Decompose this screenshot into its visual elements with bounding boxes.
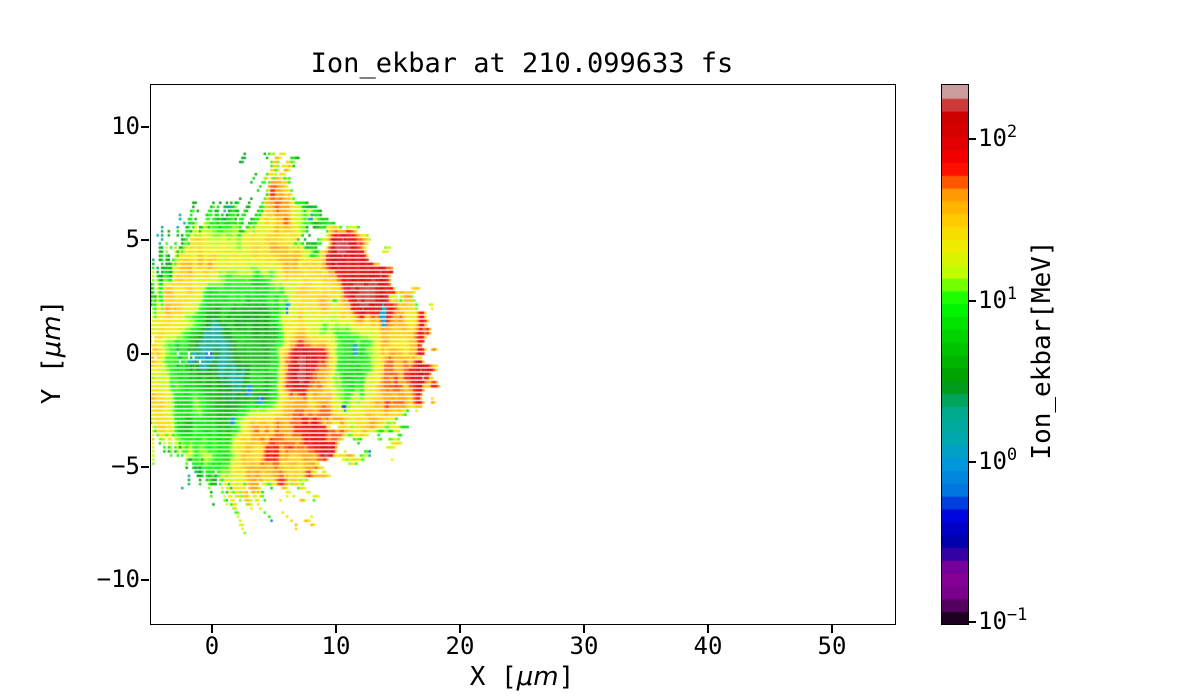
heatmap-canvas: [151, 85, 895, 624]
y-tick-mark: [140, 126, 149, 129]
y-axis-label-unit: μm: [37, 315, 67, 358]
x-tick-mark: [583, 624, 585, 633]
x-tick-label: 40: [693, 632, 723, 660]
x-tick-mark: [211, 624, 213, 633]
x-tick-mark: [335, 624, 337, 633]
colorbar-tick-label: 100: [978, 445, 1017, 475]
colorbar-tick-base: 10: [978, 124, 1007, 152]
colorbar-tick-exp: 0: [1006, 445, 1018, 466]
colorbar-canvas: [942, 85, 968, 624]
x-tick-label: 0: [204, 632, 220, 660]
colorbar-tick-label: 102: [978, 122, 1017, 152]
x-tick-label: 30: [569, 632, 599, 660]
colorbar-tick-base: 10: [978, 285, 1007, 314]
x-axis-label-unit: μm: [516, 662, 559, 692]
colorbar-label: Ion_ekbar[MeV]: [1027, 240, 1057, 460]
y-axis-label-prefix: Y [: [37, 357, 67, 405]
x-axis-label-prefix: X [: [469, 662, 517, 692]
colorbar-tick-exp: 1: [1006, 283, 1018, 304]
colorbar-tick-label: 101: [978, 284, 1017, 314]
colorbar-tick-mark: [968, 621, 976, 623]
colorbar-tick-exp: −1: [1006, 605, 1028, 625]
y-tick-mark: [140, 239, 149, 242]
y-tick-label: −5: [111, 451, 140, 480]
colorbar-tick-base: 10: [978, 607, 1007, 635]
x-tick-label: 20: [445, 632, 475, 660]
y-tick-mark: [140, 578, 149, 581]
y-tick-label: 5: [125, 225, 140, 254]
y-tick-mark: [140, 352, 149, 355]
x-tick-mark: [707, 624, 709, 633]
x-axis-label-suffix: ]: [558, 662, 575, 692]
x-tick-label: 10: [321, 632, 351, 660]
y-tick-mark: [140, 465, 149, 468]
y-axis-label-suffix: ]: [37, 299, 67, 316]
x-tick-mark: [831, 624, 833, 633]
x-axis-label: X [μm]: [150, 662, 894, 692]
plot-title: Ion_ekbar at 210.099633 fs: [310, 48, 734, 79]
colorbar: [941, 84, 969, 625]
colorbar-tick-label: 10−1: [978, 605, 1027, 635]
colorbar-tick-mark: [968, 138, 976, 140]
plot-area: [150, 84, 896, 625]
colorbar-tick-mark: [968, 461, 976, 464]
y-axis-label: Y [μm]: [37, 300, 67, 405]
x-tick-label: 50: [817, 632, 847, 660]
colorbar-tick-exp: 2: [1006, 122, 1018, 142]
y-tick-label: −10: [96, 564, 140, 593]
y-tick-label: 0: [125, 338, 140, 367]
y-tick-label: 10: [111, 112, 140, 141]
x-tick-mark: [459, 624, 461, 633]
colorbar-tick-mark: [968, 299, 976, 302]
colorbar-tick-base: 10: [978, 447, 1007, 476]
